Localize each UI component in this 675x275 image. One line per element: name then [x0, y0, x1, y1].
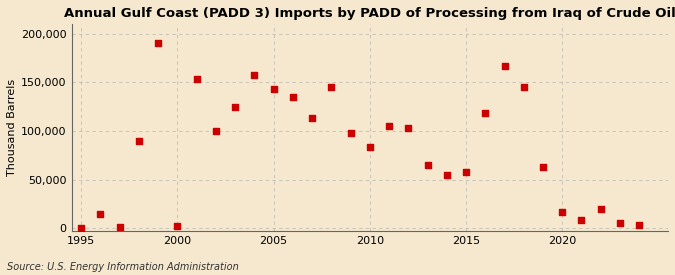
- Point: [576, 218, 587, 223]
- Point: [191, 77, 202, 82]
- Point: [614, 221, 625, 226]
- Point: [383, 124, 394, 128]
- Point: [499, 64, 510, 68]
- Point: [422, 163, 433, 167]
- Point: [211, 129, 221, 133]
- Text: Source: U.S. Energy Information Administration: Source: U.S. Energy Information Administ…: [7, 262, 238, 272]
- Point: [537, 165, 548, 169]
- Point: [441, 172, 452, 177]
- Point: [268, 87, 279, 91]
- Point: [134, 139, 144, 143]
- Y-axis label: Thousand Barrels: Thousand Barrels: [7, 79, 17, 176]
- Point: [306, 116, 317, 120]
- Point: [364, 144, 375, 149]
- Point: [76, 226, 86, 230]
- Point: [230, 104, 240, 109]
- Point: [288, 95, 298, 99]
- Point: [345, 131, 356, 135]
- Point: [249, 73, 260, 78]
- Point: [172, 224, 183, 229]
- Point: [480, 111, 491, 116]
- Point: [95, 211, 106, 216]
- Point: [403, 126, 414, 130]
- Point: [557, 210, 568, 214]
- Point: [153, 41, 163, 46]
- Point: [326, 85, 337, 89]
- Point: [518, 85, 529, 89]
- Point: [114, 225, 125, 230]
- Point: [595, 207, 606, 211]
- Title: Annual Gulf Coast (PADD 3) Imports by PADD of Processing from Iraq of Crude Oil: Annual Gulf Coast (PADD 3) Imports by PA…: [64, 7, 675, 20]
- Point: [460, 170, 471, 174]
- Point: [634, 223, 645, 227]
